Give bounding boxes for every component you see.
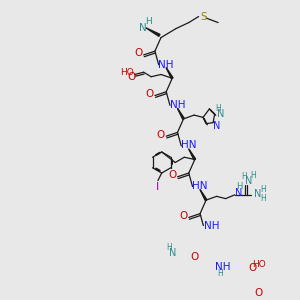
Text: N: N [213,122,220,131]
Polygon shape [189,149,196,160]
Text: O: O [128,72,136,82]
Text: N: N [236,188,243,198]
Text: O: O [179,211,188,221]
Polygon shape [166,68,173,79]
Text: N: N [217,109,224,119]
Text: H: H [146,16,152,26]
Polygon shape [211,230,218,241]
Text: O: O [146,89,154,99]
Text: I: I [156,182,160,192]
Text: H: H [260,194,266,203]
Text: HO: HO [252,260,266,269]
Polygon shape [146,28,160,36]
Text: H: H [250,171,256,180]
Text: H: H [260,185,266,194]
Text: N: N [169,248,176,258]
Text: O: O [255,288,263,298]
Text: HN: HN [192,181,208,191]
Text: H: H [215,104,221,113]
Text: O: O [191,251,199,262]
Polygon shape [178,108,184,119]
Text: O: O [168,170,176,180]
Text: H: H [236,182,242,191]
Text: NH: NH [170,100,185,110]
Text: N: N [254,189,261,199]
Text: O: O [249,263,257,273]
Text: O: O [134,48,142,59]
Text: S: S [200,12,207,22]
Text: HO: HO [120,68,134,77]
Text: NH: NH [215,262,230,272]
Text: H: H [241,172,247,181]
Text: H: H [218,269,223,278]
Text: H: H [166,243,172,252]
Text: NH: NH [158,60,174,70]
Text: N: N [139,23,147,33]
Text: NH: NH [204,221,219,232]
Text: HN: HN [181,140,197,150]
Polygon shape [200,190,207,201]
Text: O: O [157,130,165,140]
Text: N: N [245,176,253,186]
